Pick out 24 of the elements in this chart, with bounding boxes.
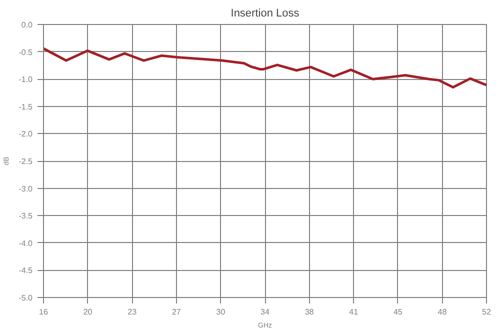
y-tick-label: 0.0 <box>21 20 34 30</box>
x-tick-label: 20 <box>83 308 93 316</box>
y-tick-label: -1.0 <box>18 75 34 84</box>
x-tick-label: 30 <box>216 308 226 316</box>
x-tick-label: 45 <box>393 308 403 316</box>
y-tick-label: -4.5 <box>18 266 34 276</box>
x-tick-label: 38 <box>304 308 314 316</box>
line-series <box>44 47 486 89</box>
y-tick-label: -5.0 <box>18 294 34 302</box>
x-tick-label: 52 <box>482 308 492 316</box>
y-tick-label: -4.0 <box>18 238 34 248</box>
chart-title: Insertion Loss <box>230 8 300 20</box>
x-tick-label: 41 <box>349 308 359 316</box>
x-tick-label: 48 <box>438 308 448 316</box>
x-tick-label: 23 <box>128 308 138 316</box>
x-tick-label: 27 <box>172 308 182 316</box>
y-tick-label: -0.5 <box>18 48 34 57</box>
y-tick-label: -3.5 <box>18 212 34 221</box>
y-tick-label: -1.5 <box>18 102 34 112</box>
y-tick-label: -3.0 <box>18 184 34 194</box>
x-tick-label: 16 <box>39 308 48 316</box>
y-tick-label: -2.0 <box>18 130 34 139</box>
x-tick-label: 34 <box>260 308 270 316</box>
y-tick-label: -2.5 <box>18 157 34 166</box>
